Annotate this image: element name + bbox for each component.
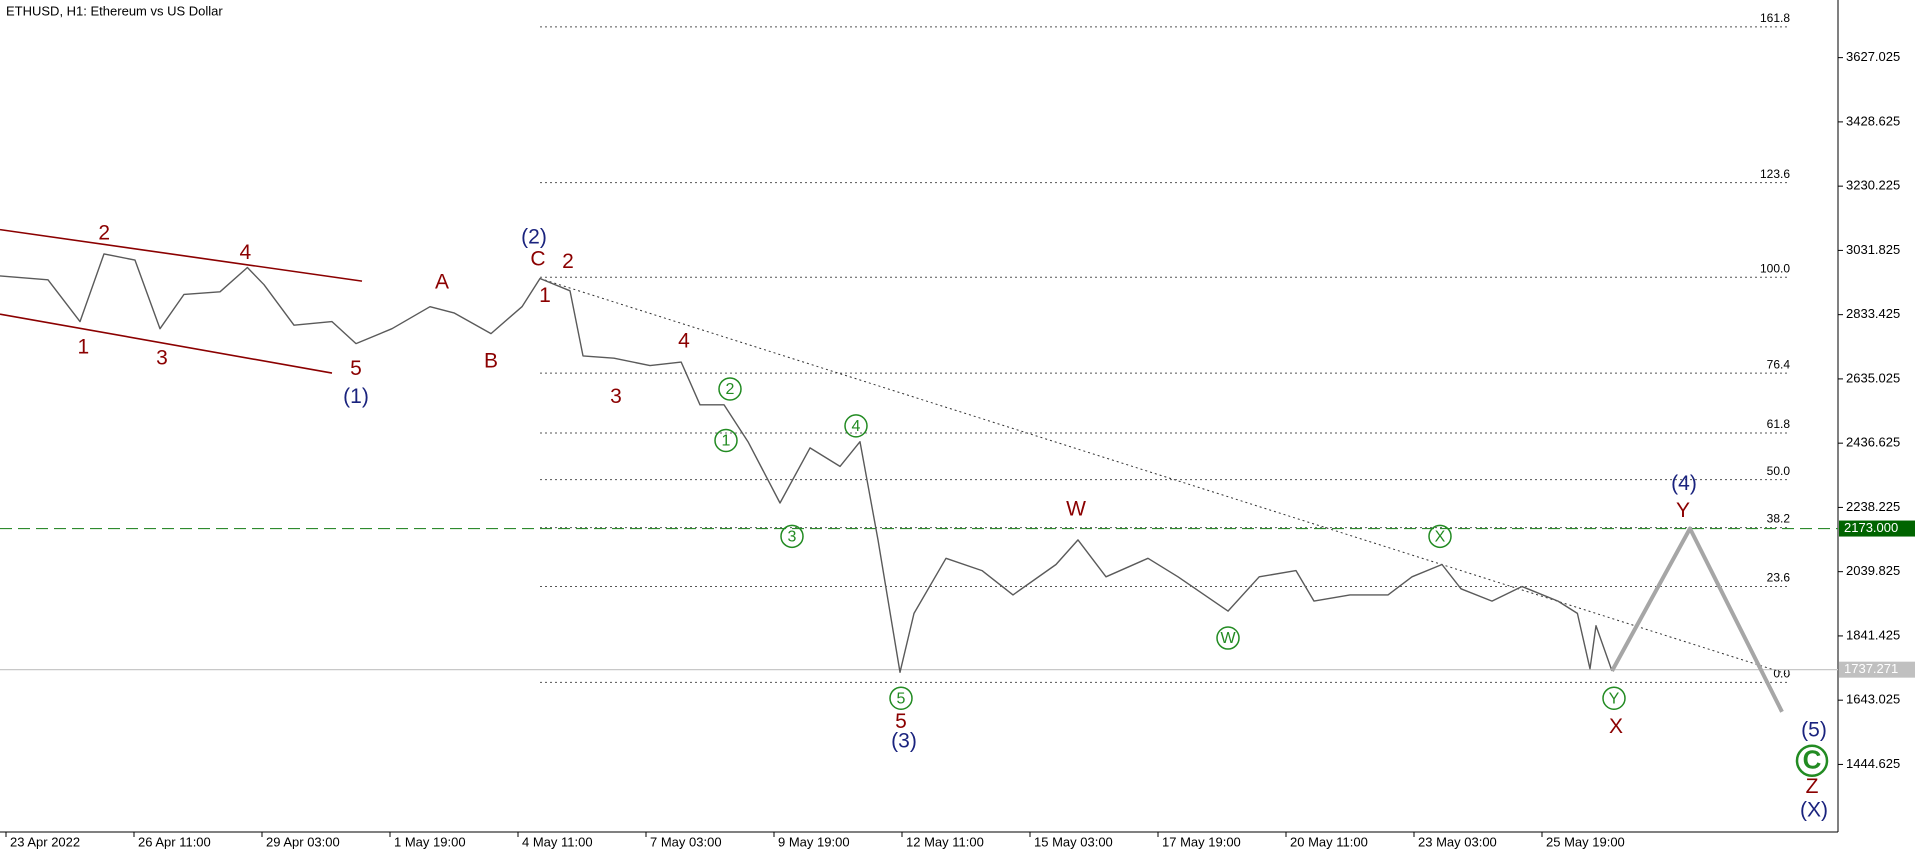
wave-label: 1 — [722, 433, 731, 450]
wave-label: 4 — [852, 418, 861, 435]
wave-label: X — [1609, 715, 1623, 738]
fib-label: 123.6 — [1760, 167, 1790, 181]
y-tick-label: 2238.225 — [1846, 499, 1900, 514]
wave-label: 2 — [726, 381, 735, 398]
x-tick-label: 4 May 11:00 — [522, 834, 593, 849]
wave-label: Y — [1609, 690, 1620, 707]
y-tick-label: 1643.025 — [1846, 692, 1900, 707]
price-tag — [1839, 661, 1915, 678]
wave-label: Z — [1806, 775, 1819, 798]
wave-label: 5 — [895, 710, 907, 733]
wave-label: 4 — [678, 330, 690, 353]
x-tick-label: 7 May 03:00 — [650, 834, 722, 849]
y-tick-label: 3627.025 — [1846, 49, 1900, 64]
fib-label: 76.4 — [1767, 357, 1791, 371]
wave-circle — [844, 414, 868, 438]
fib-label: 23.6 — [1767, 571, 1791, 585]
price-tag — [1839, 520, 1915, 537]
x-tick-label: 17 May 19:00 — [1162, 834, 1241, 849]
wave-label: C — [530, 247, 545, 270]
projection-line — [1610, 526, 1784, 713]
wave-label: 4 — [240, 241, 252, 264]
wave-label: W — [1066, 498, 1086, 521]
wave-label: (5) — [1801, 719, 1827, 742]
price-line-series — [0, 253, 1613, 673]
wave-label: (4) — [1671, 472, 1697, 495]
wave-label: 3 — [788, 529, 797, 546]
x-tick-label: 1 May 19:00 — [394, 834, 466, 849]
wave-circle — [714, 428, 738, 453]
y-tick-label: 3230.225 — [1846, 178, 1900, 193]
wave-label: 5 — [897, 690, 906, 707]
wave-label: 1 — [78, 336, 90, 359]
wave-label: 3 — [610, 385, 622, 408]
x-tick-label: 26 Apr 11:00 — [138, 834, 211, 849]
channel-line — [0, 313, 333, 374]
x-tick-label: 20 May 11:00 — [1290, 834, 1368, 849]
x-tick-label: 23 May 03:00 — [1418, 834, 1497, 849]
fib-label: 61.8 — [1767, 417, 1791, 431]
wave-label: 2 — [98, 222, 110, 245]
fib-label: 50.0 — [1767, 464, 1791, 478]
wave-label: Y — [1676, 499, 1690, 522]
fib-label: 161.8 — [1760, 11, 1790, 25]
x-tick-label: 12 May 11:00 — [906, 834, 984, 849]
wave-label: B — [484, 349, 498, 372]
x-tick-label: 15 May 03:00 — [1034, 834, 1113, 849]
fib-label: 38.2 — [1767, 512, 1791, 526]
wave-label: (3) — [891, 730, 917, 753]
price-tag-label: 1737.271 — [1844, 661, 1898, 676]
y-tick-label: 2039.825 — [1846, 563, 1900, 578]
wave-label: (2) — [521, 225, 547, 248]
wave-circle — [1428, 524, 1452, 549]
y-tick-label: 2833.425 — [1846, 306, 1900, 321]
wave-label: A — [435, 271, 449, 294]
wave-label: (1) — [343, 385, 369, 408]
x-tick-label: 9 May 19:00 — [778, 834, 850, 849]
channel-line — [0, 228, 363, 282]
y-tick-label: 2635.025 — [1846, 370, 1900, 385]
wave-label: 2 — [562, 250, 574, 273]
y-tick-label: 1444.625 — [1846, 756, 1900, 771]
x-tick-label: 23 Apr 2022 — [10, 834, 80, 849]
wave-label: 1 — [539, 284, 551, 307]
wave-label: (X) — [1800, 799, 1828, 822]
y-tick-label: 2436.625 — [1846, 435, 1900, 450]
price-tag-label: 2173.000 — [1844, 520, 1898, 535]
wave-circle — [780, 524, 804, 549]
fib-label: 100.0 — [1760, 261, 1790, 275]
fib-label: 0.0 — [1773, 667, 1790, 681]
wave-circle — [1795, 744, 1829, 778]
y-tick-label: 1841.425 — [1846, 627, 1900, 642]
wave-circle — [889, 686, 913, 710]
x-tick-label: 29 Apr 03:00 — [266, 834, 340, 849]
wave-circle — [718, 377, 742, 401]
trend-line — [539, 278, 1791, 676]
y-tick-label: 3031.825 — [1846, 242, 1900, 257]
y-tick-label: 3428.625 — [1846, 113, 1900, 128]
wave-label: X — [1435, 529, 1446, 546]
wave-circle — [1216, 626, 1240, 650]
chart-title: ETHUSD, H1: Ethereum vs US Dollar — [6, 3, 223, 18]
x-tick-label: 25 May 19:00 — [1546, 834, 1625, 849]
wave-label: W — [1220, 630, 1236, 647]
wave-label: C — [1803, 745, 1822, 775]
wave-label: 3 — [156, 347, 168, 370]
wave-label: 5 — [350, 357, 362, 380]
wave-circle — [1602, 686, 1626, 710]
